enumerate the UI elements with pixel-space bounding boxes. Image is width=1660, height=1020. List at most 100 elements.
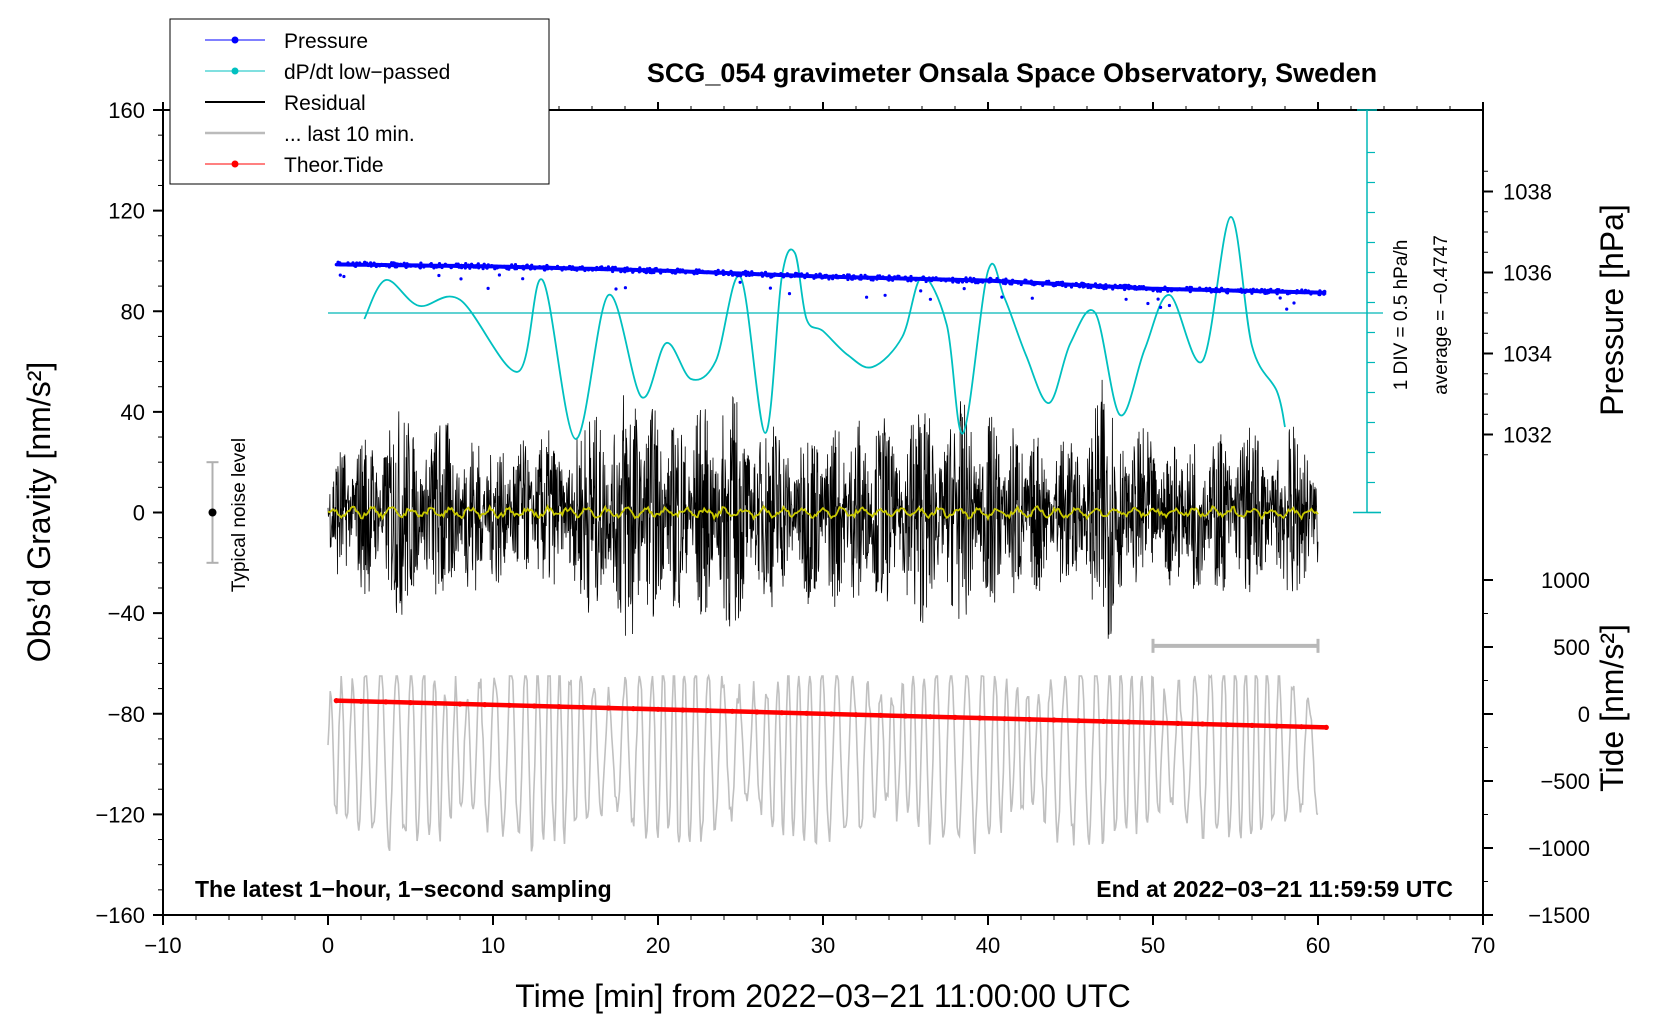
pressure-point bbox=[1074, 281, 1078, 286]
pressure-point bbox=[763, 270, 768, 274]
tide-point bbox=[333, 698, 339, 704]
pressure-point bbox=[850, 277, 854, 281]
pressure-point bbox=[803, 274, 807, 278]
pressure-point bbox=[1104, 283, 1108, 287]
pressure-point bbox=[490, 264, 494, 268]
tide-point bbox=[927, 714, 933, 720]
pressure-point bbox=[1248, 288, 1253, 292]
tide-series bbox=[333, 698, 1329, 731]
y-axis-left-title: Obs’d Gravity [nm/s²] bbox=[21, 362, 57, 663]
pressure-point bbox=[1043, 281, 1047, 285]
pressure-point bbox=[586, 268, 591, 272]
pressure-point bbox=[1313, 291, 1317, 295]
legend-label-tide: Theor.Tide bbox=[284, 154, 384, 177]
pressure-point bbox=[1263, 291, 1268, 295]
pressure-point bbox=[521, 264, 525, 268]
pressure-point bbox=[1127, 283, 1131, 287]
tide-point bbox=[1125, 719, 1131, 725]
pressure-point bbox=[429, 262, 433, 266]
pressure-point bbox=[768, 286, 773, 290]
pressure-point bbox=[831, 274, 835, 278]
pressure-point bbox=[648, 270, 652, 275]
pressure-point bbox=[342, 274, 346, 279]
pressure-point bbox=[1124, 297, 1128, 301]
tide-point bbox=[1026, 716, 1032, 723]
tide-tick-label: 500 bbox=[1553, 635, 1590, 660]
pressure-point bbox=[1000, 295, 1004, 299]
pressure-point bbox=[1258, 290, 1262, 294]
pressure-point bbox=[814, 275, 818, 279]
pressure-point bbox=[888, 277, 892, 281]
tide-point bbox=[803, 710, 810, 716]
pressure-point bbox=[955, 280, 959, 284]
pressure-point bbox=[1107, 284, 1111, 288]
x-axis-title: Time [min] from 2022−03−21 11:00:00 UTC bbox=[515, 978, 1130, 1014]
y-tick-label: −120 bbox=[95, 802, 145, 827]
pressure-point bbox=[496, 265, 500, 269]
pressure-point bbox=[903, 275, 908, 279]
x-tick-label: 10 bbox=[481, 933, 505, 958]
pressure-point bbox=[1004, 277, 1008, 281]
dpdt-series bbox=[328, 216, 1383, 440]
pressure-point bbox=[918, 276, 922, 281]
pressure-point bbox=[1278, 296, 1282, 300]
tide-point bbox=[482, 702, 488, 708]
pressure-point bbox=[944, 279, 948, 283]
pressure-point bbox=[847, 275, 851, 279]
pressure-point bbox=[1204, 286, 1208, 290]
pressure-point bbox=[1322, 292, 1326, 296]
pressure-point bbox=[456, 262, 460, 266]
pressure-point bbox=[723, 272, 727, 276]
tide-point bbox=[977, 715, 983, 721]
pressure-point bbox=[1030, 296, 1034, 300]
pressure-point bbox=[560, 268, 564, 272]
pressure-point bbox=[534, 266, 538, 270]
pressure-point bbox=[951, 276, 955, 280]
pressure-point bbox=[1041, 283, 1045, 287]
legend-label-residual: Residual bbox=[284, 92, 366, 115]
pressure-point bbox=[507, 267, 511, 271]
pressure-point bbox=[372, 261, 376, 265]
pressure-point bbox=[964, 276, 968, 280]
pressure-point bbox=[1244, 288, 1248, 292]
pressure-point bbox=[590, 268, 595, 272]
pressure-point bbox=[583, 268, 587, 273]
pressure-point bbox=[876, 274, 880, 278]
pressure-point bbox=[378, 264, 382, 268]
pressure-point bbox=[437, 273, 441, 278]
pressure-point bbox=[1051, 283, 1055, 287]
tide-point bbox=[952, 714, 958, 721]
pressure-point bbox=[1275, 292, 1279, 296]
pressure-point bbox=[369, 261, 373, 265]
pressure-point bbox=[515, 266, 519, 270]
pressure-point bbox=[1081, 281, 1085, 285]
tide-point bbox=[779, 710, 785, 716]
pressure-point bbox=[544, 265, 548, 269]
tide-point bbox=[358, 698, 364, 704]
pressure-tick-label: 1032 bbox=[1503, 423, 1552, 448]
pressure-point bbox=[1113, 283, 1117, 287]
pressure-point bbox=[492, 265, 496, 269]
pressure-point bbox=[513, 263, 518, 267]
pressure-point bbox=[1303, 291, 1307, 295]
tide-tick-label: −1000 bbox=[1528, 836, 1590, 861]
pressure-point bbox=[600, 266, 604, 270]
pressure-point bbox=[677, 268, 681, 272]
pressure-point bbox=[486, 286, 490, 290]
pressure-point bbox=[605, 268, 610, 272]
residual-line bbox=[327, 379, 1319, 639]
pressure-point bbox=[1146, 301, 1150, 306]
pressure-point bbox=[568, 265, 572, 269]
pressure-point bbox=[739, 274, 743, 278]
pressure-point bbox=[504, 265, 508, 269]
legend-label-last10: ... last 10 min. bbox=[284, 123, 415, 146]
pressure-point bbox=[1250, 291, 1254, 295]
y-tick-label: −160 bbox=[95, 903, 145, 928]
pressure-point bbox=[1288, 291, 1292, 295]
pressure-point bbox=[628, 268, 632, 272]
pressure-point bbox=[919, 289, 923, 293]
pressure-point bbox=[993, 279, 997, 283]
pressure-point bbox=[1167, 303, 1171, 308]
y-tick-label: 0 bbox=[133, 501, 145, 526]
pressure-point bbox=[1294, 291, 1299, 295]
